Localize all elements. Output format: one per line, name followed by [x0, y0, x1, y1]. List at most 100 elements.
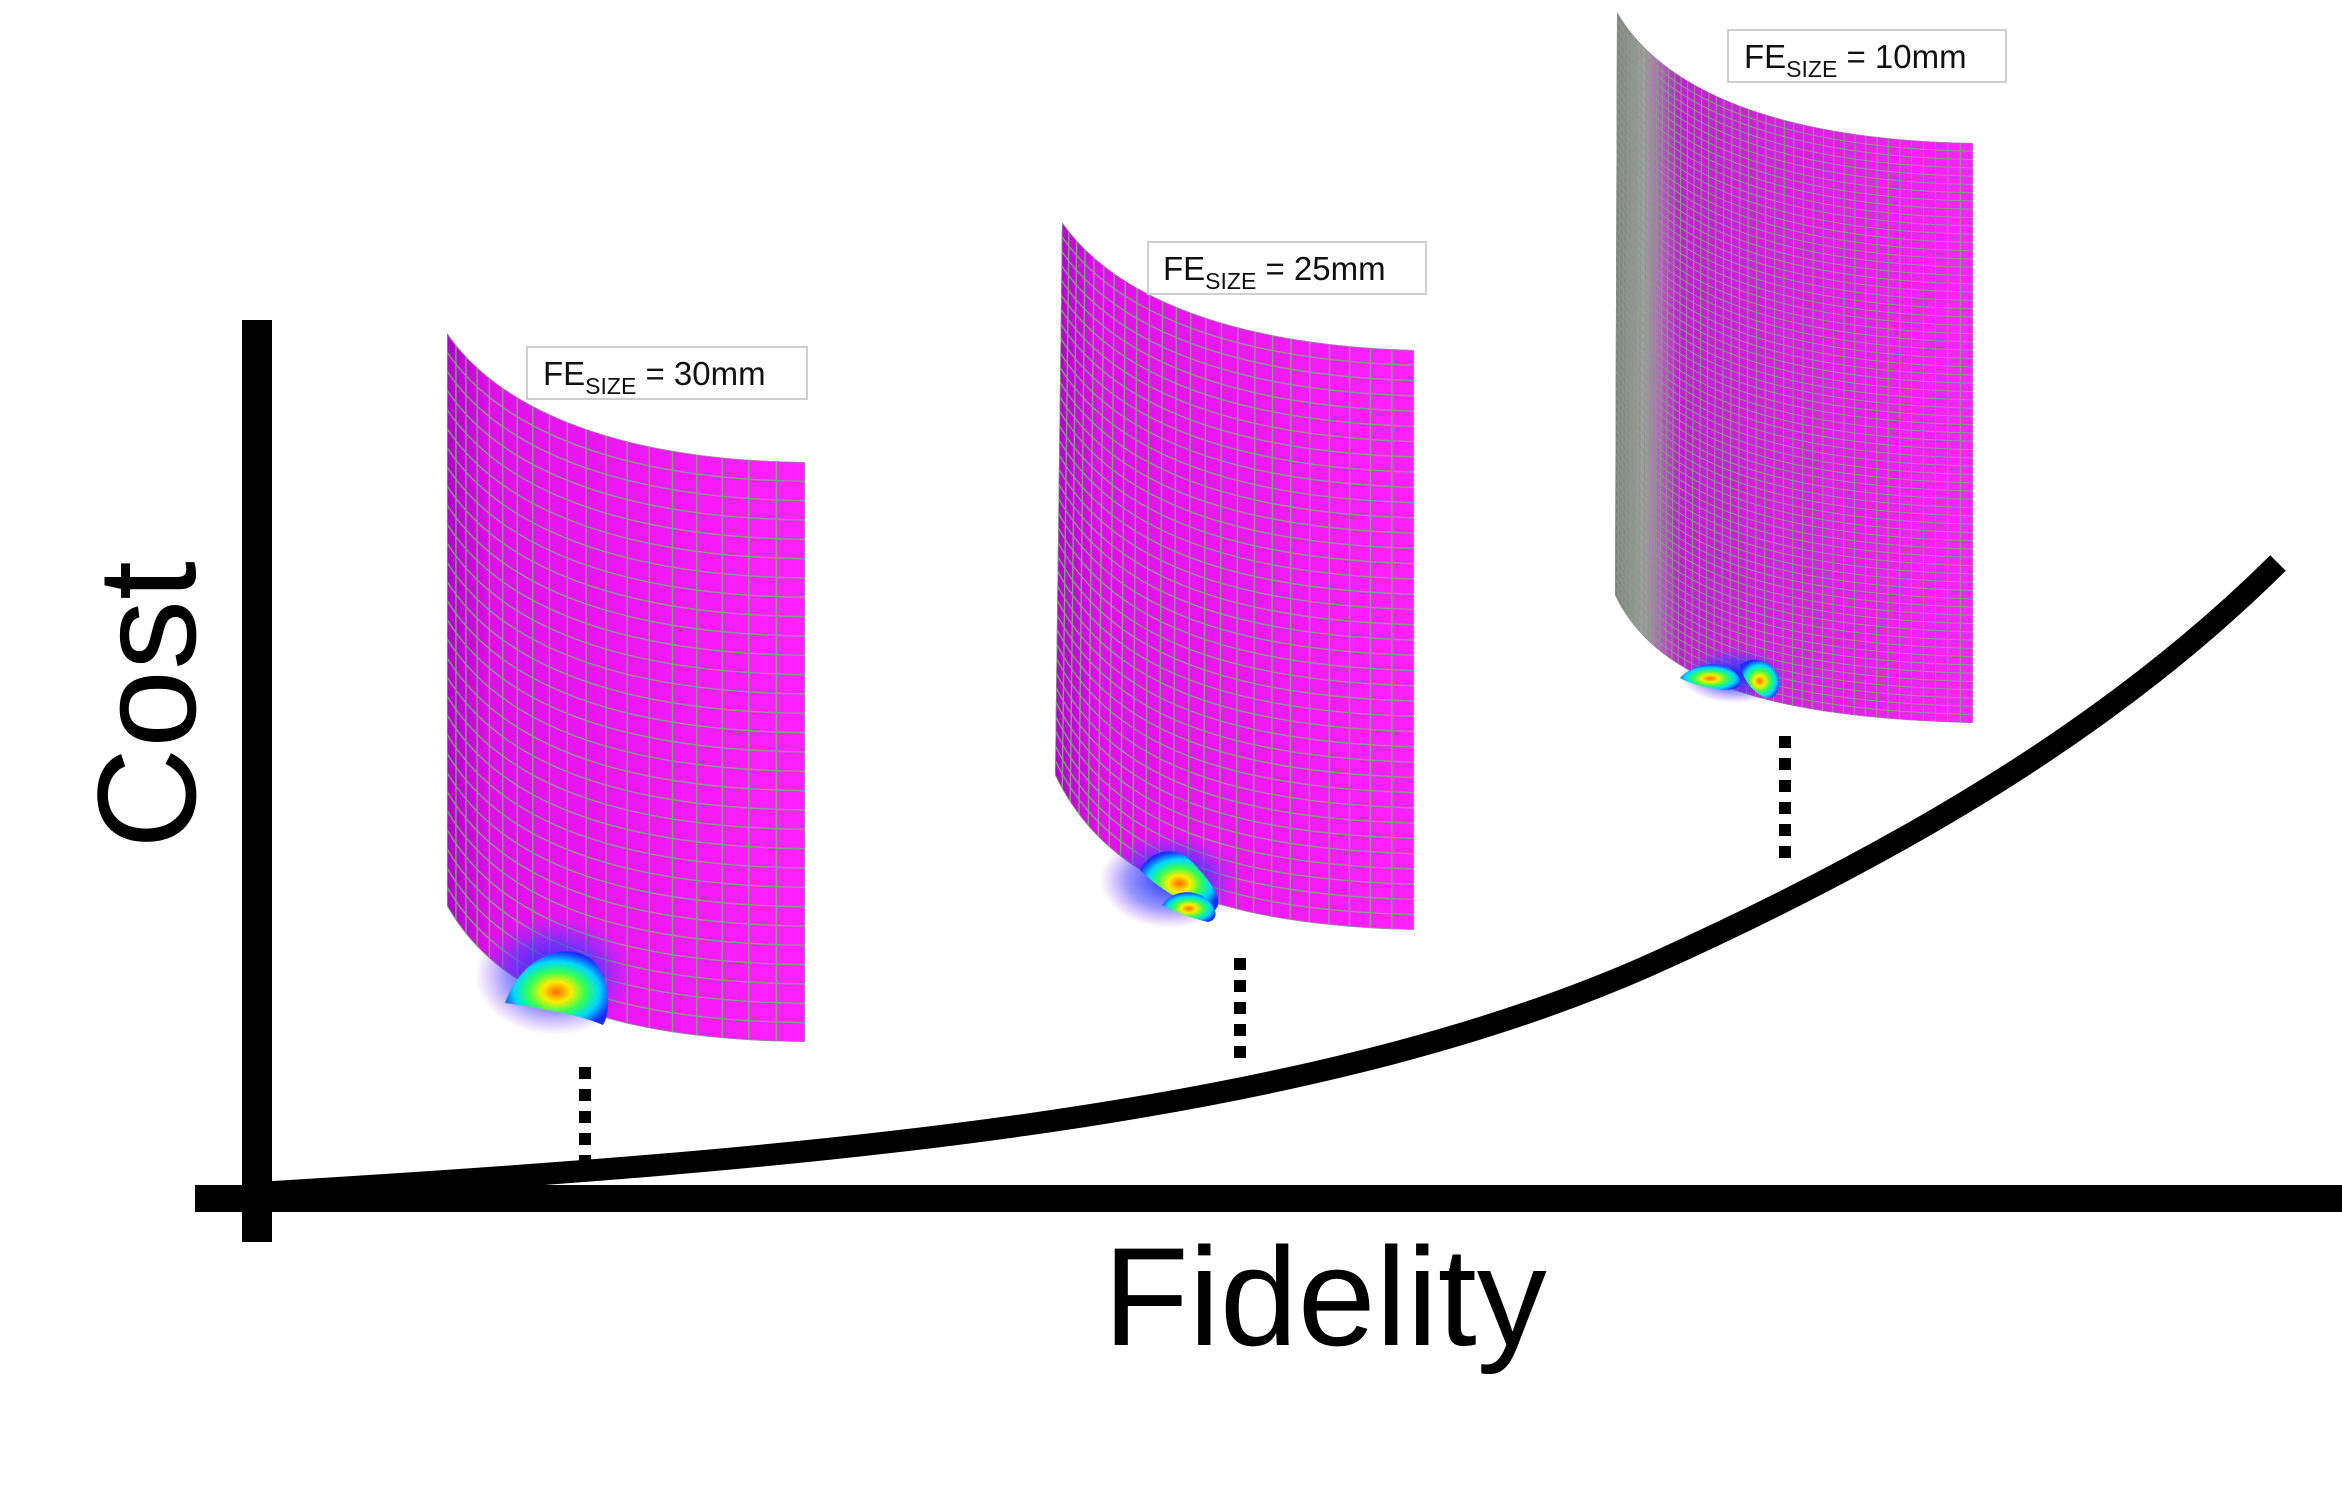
label-value: = 10mm	[1837, 38, 1966, 75]
mesh-line-horizontal	[447, 657, 805, 792]
mesh-line-horizontal	[1060, 265, 1414, 397]
mesh-line-horizontal	[1615, 394, 1973, 525]
mesh-line-horizontal	[1616, 161, 1973, 293]
mesh-line-horizontal	[1616, 153, 1973, 285]
mesh-line-horizontal	[1056, 643, 1414, 794]
mesh-line-horizontal	[1615, 411, 1973, 542]
mesh-line-horizontal	[447, 695, 805, 831]
mesh-line-horizontal	[1059, 352, 1414, 489]
fe-label-25mm: FESIZE = 25mm	[1147, 241, 1427, 295]
x-axis-title: Fidelity	[1103, 1218, 1546, 1375]
mesh-line-horizontal	[1615, 303, 1973, 434]
mesh-line-horizontal	[1058, 469, 1414, 611]
mesh-line-horizontal	[1616, 95, 1973, 227]
mesh-line-horizontal	[1615, 186, 1973, 318]
mesh-line-horizontal	[1057, 541, 1414, 687]
mesh-line-horizontal	[1615, 494, 1973, 625]
mesh-line-horizontal	[1615, 286, 1973, 417]
mesh-line-horizontal	[1616, 61, 1973, 194]
mesh-line-horizontal	[1615, 211, 1973, 343]
mesh-line-horizontal	[1616, 128, 1973, 260]
mesh-line-horizontal	[1615, 178, 1973, 310]
mesh-line-horizontal	[447, 752, 805, 889]
label-box	[1147, 241, 1427, 295]
mesh-line-horizontal	[1057, 498, 1414, 641]
mesh-line-horizontal	[447, 561, 805, 695]
mesh-line-horizontal	[1055, 672, 1414, 824]
mesh-line-horizontal	[1615, 328, 1973, 459]
mesh-line-horizontal	[1616, 28, 1973, 161]
mesh-line-horizontal	[447, 504, 805, 637]
mesh-line-horizontal	[1615, 511, 1973, 641]
mesh-line-horizontal	[1055, 658, 1414, 809]
mesh-line-horizontal	[1616, 70, 1973, 202]
svg-text:FESIZE = 30mm: FESIZE = 30mm	[543, 355, 766, 399]
mesh-line-horizontal	[1615, 294, 1973, 426]
mesh-line-horizontal	[447, 619, 805, 753]
mesh-line-horizontal	[1058, 454, 1414, 595]
mesh-line-horizontal	[1615, 336, 1973, 467]
dotted-connectors	[579, 736, 1791, 1162]
mesh-line-horizontal	[1057, 527, 1414, 672]
mesh-line-horizontal	[447, 523, 805, 657]
mesh-line-horizontal	[1060, 294, 1414, 428]
mesh-line-horizontal	[1615, 528, 1973, 658]
mesh-line-horizontal	[1616, 170, 1973, 301]
dent-region	[1680, 664, 1741, 690]
mesh-line-horizontal	[447, 542, 805, 676]
label-subscript: SIZE	[1205, 268, 1256, 294]
x-axis-line	[195, 1185, 2342, 1212]
fe-model-10mm	[1615, 12, 1973, 723]
mesh-line-horizontal	[1616, 86, 1973, 219]
label-box	[526, 346, 808, 400]
mesh-line-horizontal	[447, 714, 805, 850]
label-subscript: SIZE	[585, 373, 636, 399]
mesh-line-horizontal	[447, 733, 805, 869]
mesh-grid	[447, 333, 805, 1042]
mesh-line-horizontal	[1060, 279, 1414, 412]
mesh-line-horizontal	[447, 351, 805, 483]
mesh-line-horizontal	[1055, 687, 1414, 840]
mesh-line-horizontal	[1058, 483, 1414, 626]
mesh-line-horizontal	[447, 409, 805, 541]
mesh-line-horizontal	[1615, 461, 1973, 591]
mesh-line-horizontal	[1056, 600, 1414, 748]
mesh-line-horizontal	[1615, 253, 1973, 384]
fe-label-30mm: FESIZE = 30mm	[526, 346, 808, 400]
mesh-line-horizontal	[1059, 381, 1414, 519]
label-value: = 30mm	[636, 355, 765, 392]
mesh-line-horizontal	[1616, 136, 1973, 268]
mesh-line-horizontal	[1615, 228, 1973, 359]
mesh-line-horizontal	[1616, 20, 1973, 152]
mesh-line-horizontal	[1058, 439, 1414, 580]
mesh-line-horizontal	[1615, 344, 1973, 475]
fe-model-25mm	[1055, 222, 1414, 930]
mesh-line-horizontal	[1615, 378, 1973, 509]
label-box	[1727, 29, 2007, 83]
mesh-line-horizontal	[1056, 614, 1414, 763]
mesh-line-horizontal	[1615, 386, 1973, 517]
svg-text:FESIZE = 10mm: FESIZE = 10mm	[1744, 38, 1967, 82]
mesh-line-horizontal	[1059, 396, 1414, 534]
mesh-line-horizontal	[1615, 203, 1973, 335]
mesh-line-horizontal	[447, 791, 805, 927]
mesh-line-horizontal	[1615, 419, 1973, 550]
y-axis-line	[242, 320, 272, 1242]
dent-region-lower	[1162, 892, 1216, 922]
mesh-line-horizontal	[1615, 361, 1973, 492]
mesh-line-horizontal	[1615, 478, 1973, 608]
mesh-line-horizontal	[1059, 367, 1414, 504]
mesh-line-horizontal	[447, 428, 805, 560]
fe-label-10mm: FESIZE = 10mm	[1727, 29, 2007, 83]
mesh-line-horizontal	[447, 676, 805, 811]
mesh-line-horizontal	[1061, 250, 1414, 382]
mesh-line-horizontal	[1615, 453, 1973, 583]
mesh-line-horizontal	[1615, 244, 1973, 376]
svg-text:FESIZE = 25mm: FESIZE = 25mm	[1163, 250, 1386, 294]
mesh-line-horizontal	[1058, 425, 1414, 565]
mesh-line-horizontal	[1615, 278, 1973, 409]
dent-region	[505, 951, 609, 1025]
mesh-line-horizontal	[447, 485, 805, 618]
mesh-line-horizontal	[1615, 403, 1973, 533]
